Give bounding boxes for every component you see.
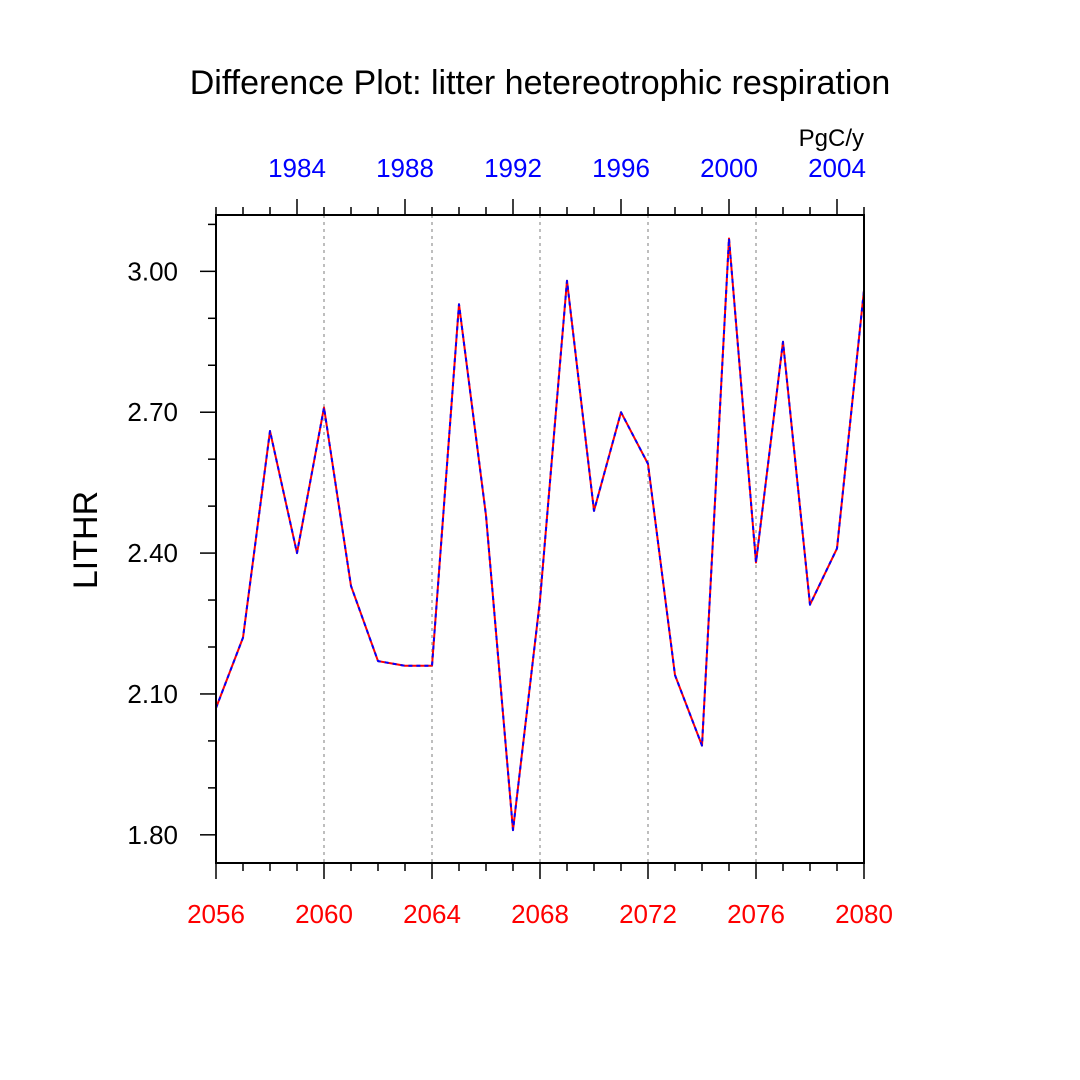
y-axis-label: LITHR — [67, 491, 105, 589]
bottom-tick-label: 2080 — [835, 899, 893, 929]
grid-layer — [323, 215, 757, 863]
top-tick-label: 2004 — [808, 153, 866, 183]
y-tick-label: 1.80 — [127, 820, 178, 850]
series-layer — [215, 237, 865, 832]
bottom-tick-label: 2072 — [619, 899, 677, 929]
y-tick-label: 2.10 — [127, 679, 178, 709]
bottom-tick-label: 2056 — [187, 899, 245, 929]
bottom-tick-label: 2076 — [727, 899, 785, 929]
y-tick-label: 2.40 — [127, 538, 178, 568]
y-tick-label: 2.70 — [127, 397, 178, 427]
top-tick-label: 1996 — [592, 153, 650, 183]
series-line-1981-2005 — [215, 237, 865, 832]
top-tick-label: 1988 — [376, 153, 434, 183]
bottom-tick-label: 2064 — [403, 899, 461, 929]
bottom-tick-label: 2060 — [295, 899, 353, 929]
top-tick-label: 1984 — [268, 153, 326, 183]
units-label: PgC/y — [799, 125, 864, 152]
top-tick-label: 1992 — [484, 153, 542, 183]
y-tick-label: 3.00 — [127, 256, 178, 286]
bottom-tick-label: 2068 — [511, 899, 569, 929]
axis-layer: 2056 2060 2064 2068 2072 2076 2080 1984 1988 1992… — [127, 153, 893, 929]
chart-title: Difference Plot: litter hetereotrophic r… — [190, 64, 891, 102]
top-tick-label: 2000 — [700, 153, 758, 183]
